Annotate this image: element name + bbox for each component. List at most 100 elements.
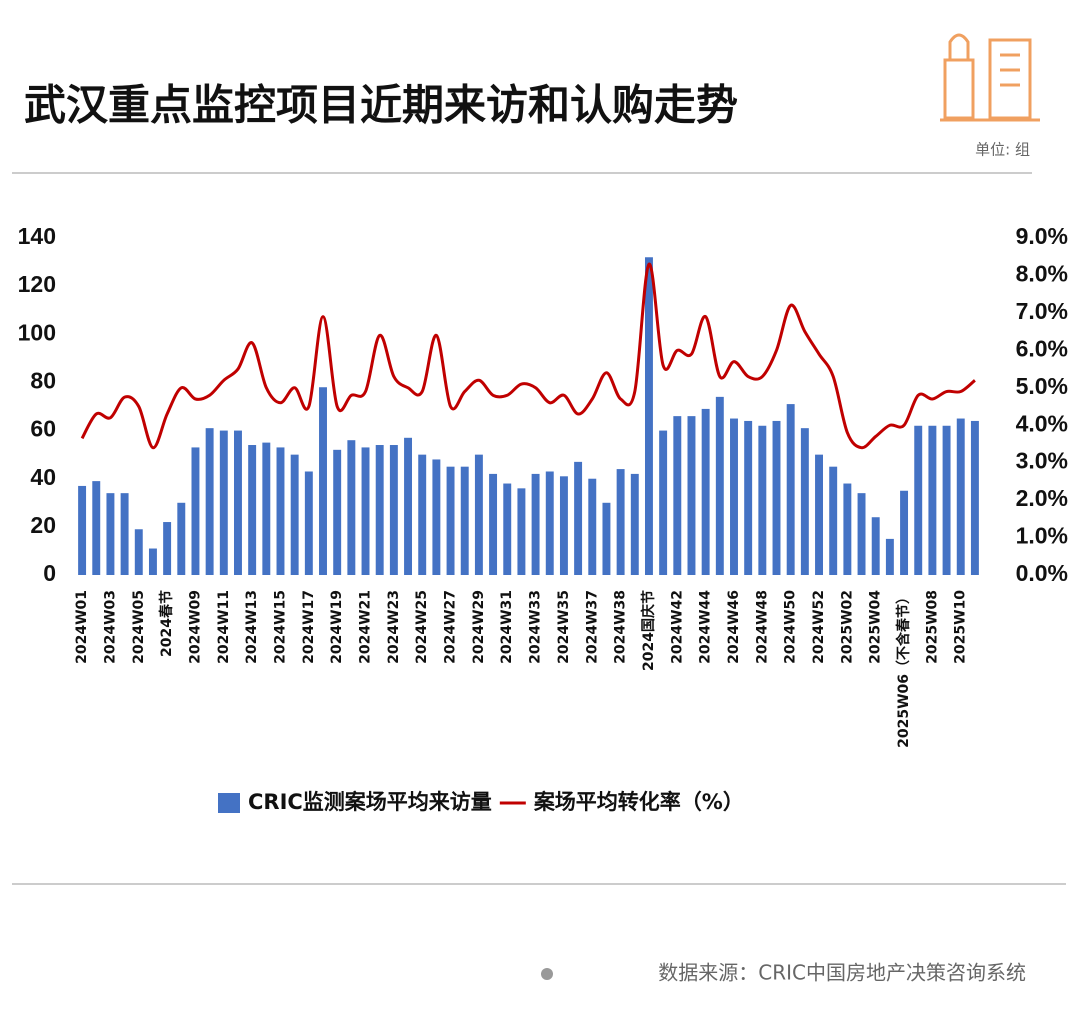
bar [602, 502, 611, 575]
bar [347, 440, 356, 575]
x-tick-label: 2024W23 [386, 590, 402, 664]
bar [588, 478, 597, 575]
bar [900, 490, 909, 575]
bullet [541, 968, 553, 980]
bar [106, 493, 115, 575]
bar [205, 428, 214, 575]
y-tick-label: 100 [18, 319, 56, 345]
bar [234, 430, 242, 575]
bar [191, 447, 200, 575]
bar [744, 420, 753, 575]
x-tick-label: 2025W06（不含春节） [895, 590, 912, 748]
y2-tick-label: 7.0% [1016, 298, 1068, 324]
bar [134, 529, 143, 575]
x-tick-label: 2024国庆节 [640, 590, 657, 671]
bar [574, 461, 583, 575]
bar [248, 445, 257, 575]
x-tick-label: 2025W02 [839, 590, 855, 664]
y-tick-label: 120 [18, 271, 56, 297]
x-tick-label: 2024W13 [244, 590, 260, 664]
bar [914, 425, 923, 575]
bar [404, 437, 413, 575]
x-tick-label: 2024W27 [443, 590, 459, 664]
building-icon [940, 33, 1040, 122]
x-tick-label: 2025W04 [868, 590, 884, 664]
bar [616, 469, 625, 575]
bar [815, 454, 823, 575]
x-tick-label: 2024W03 [102, 590, 118, 664]
x-tick-label: 2025W10 [953, 590, 969, 664]
y2-tick-label: 1.0% [1016, 523, 1068, 549]
y2-tick-label: 4.0% [1016, 410, 1068, 436]
x-tick-label: 2024W31 [499, 590, 515, 664]
y-tick-label: 20 [30, 512, 56, 538]
bar [970, 420, 979, 575]
bar [219, 430, 228, 575]
bar [489, 473, 498, 575]
x-tick-label: 2024W46 [726, 590, 742, 664]
y2-tick-label: 6.0% [1016, 335, 1068, 361]
bar [418, 454, 427, 575]
legend-swatch [218, 793, 240, 813]
x-tick-label: 2024W19 [329, 590, 345, 664]
bar [474, 454, 483, 575]
unit-label: 单位: 组 [975, 141, 1030, 159]
bar [715, 396, 724, 575]
bar [772, 420, 781, 575]
y2-tick-label: 5.0% [1016, 373, 1068, 399]
bar [644, 257, 653, 575]
source-note: 数据来源：CRIC中国房地产决策咨询系统 [658, 961, 1026, 985]
bar [630, 473, 639, 575]
bar [829, 466, 838, 575]
chart-title: 武汉重点监控项目近期来访和认购走势 [24, 81, 738, 130]
x-tick-label: 2024W33 [528, 590, 544, 664]
line [80, 262, 976, 450]
y2-tick-label: 8.0% [1016, 261, 1068, 287]
y-tick-label: 40 [30, 464, 56, 490]
bar [276, 447, 285, 575]
bar [375, 445, 384, 575]
bar [262, 442, 271, 575]
x-tick-label: 2024W42 [669, 590, 685, 664]
legend-label: CRIC监测案场平均来访量 [248, 790, 492, 814]
bar [92, 481, 101, 575]
bar [389, 445, 398, 575]
x-tick-label: 2024春节 [158, 590, 175, 657]
y2-tick-label: 9.0% [1016, 223, 1068, 249]
bar [800, 428, 809, 575]
bar [517, 488, 526, 575]
bar [177, 502, 186, 575]
bar [956, 418, 965, 575]
bar [843, 483, 852, 575]
x-tick-label: 2024W48 [754, 590, 770, 664]
bar [786, 404, 795, 575]
x-tick-label: 2024W37 [584, 590, 600, 664]
x-tick-label: 2024W29 [471, 590, 487, 664]
x-tick-label: 2024W25 [414, 590, 430, 664]
y-tick-label: 80 [30, 368, 56, 394]
bar [659, 430, 668, 575]
x-tick-label: 2024W21 [358, 590, 374, 664]
bar [78, 485, 87, 575]
x-tick-label: 2025W08 [924, 590, 940, 664]
y-tick-label: 0 [43, 560, 56, 586]
x-tick-label: 2024W35 [556, 590, 572, 664]
bar [687, 416, 696, 575]
bar [758, 425, 767, 575]
bar [857, 493, 866, 575]
legend-label: 案场平均转化率（%） [533, 790, 744, 814]
x-tick-label: 2024W09 [187, 590, 203, 664]
x-tick-label: 2024W17 [301, 590, 317, 664]
bar [885, 538, 894, 575]
bar [304, 471, 313, 575]
bar [730, 418, 738, 575]
bar [942, 425, 951, 575]
x-tick-label: 2024W38 [613, 590, 629, 664]
y-tick-label: 140 [18, 223, 56, 249]
bar [460, 466, 469, 575]
y2-tick-label: 3.0% [1016, 448, 1068, 474]
y2-tick-label: 2.0% [1016, 485, 1068, 511]
bar [319, 387, 327, 575]
bar [432, 459, 441, 575]
